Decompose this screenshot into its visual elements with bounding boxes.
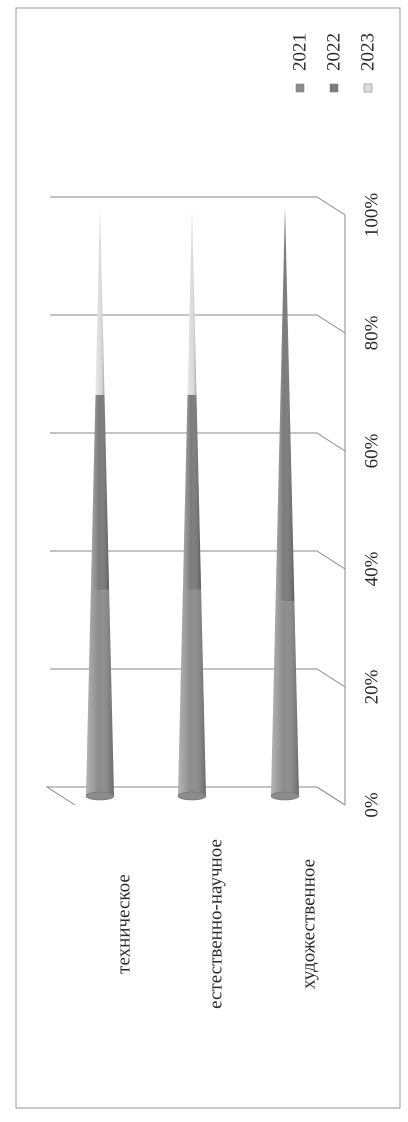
tick-label: 100% [362,193,383,238]
legend-swatch [330,84,338,92]
cone-shading [178,590,206,797]
tick-label: 0% [362,792,383,818]
cone-shading [271,601,299,796]
legend-swatch [296,84,304,92]
tick-label: 80% [362,315,383,350]
tick-label: 20% [362,669,383,704]
cone-base [178,792,206,800]
cone-base [86,792,114,800]
category-label: техническое [114,874,135,974]
legend-label: 2021 [290,33,311,71]
legend-swatch [364,84,372,92]
legend-label: 2022 [324,33,345,71]
category-label: художественное [299,859,320,989]
tick-label: 60% [362,433,383,468]
legend-label: 2023 [358,33,379,71]
cone-base [271,792,299,800]
cone-shading [86,590,114,797]
category-label: естественно-научное [206,839,227,1009]
tick-label: 40% [362,551,383,586]
